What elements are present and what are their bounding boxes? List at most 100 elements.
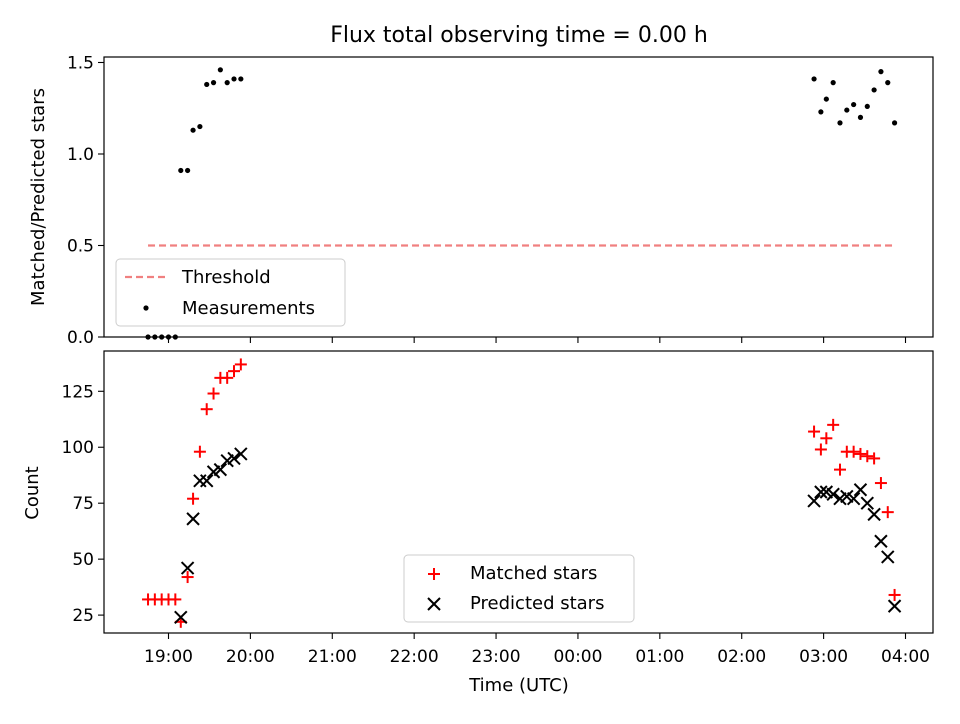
measurement-point <box>238 76 244 82</box>
measurement-point <box>823 96 829 102</box>
predicted-star-point <box>867 507 881 522</box>
measurement-point <box>165 334 172 340</box>
matched-star-point <box>814 443 827 456</box>
x-tick-label: 03:00 <box>799 647 848 667</box>
measurement-point <box>185 167 191 174</box>
predicted-star-point <box>826 487 840 501</box>
measurement-point <box>851 101 857 108</box>
predicted-star-point <box>807 494 821 508</box>
top-y-axis-label: Matched/Predicted stars <box>28 88 49 306</box>
x-tick-label: 00:00 <box>553 647 602 667</box>
matched-star-point <box>881 506 894 519</box>
top-plot-area <box>103 56 934 338</box>
matched-star-point <box>228 365 241 378</box>
top-y-tick-label: 1.0 <box>67 145 94 165</box>
predicted-star-point <box>234 447 248 461</box>
matched-star-point <box>847 445 860 458</box>
matched-star-point <box>888 588 901 601</box>
matched-star-point <box>207 387 220 400</box>
matched-star-point <box>181 571 194 584</box>
predicted-star-point <box>180 561 195 575</box>
bottom-y-tick-label: 100 <box>62 438 94 458</box>
matched-star-point <box>808 425 821 438</box>
predicted-star-point <box>814 485 828 499</box>
measurement-point <box>159 334 165 340</box>
predicted-star-point <box>186 512 200 526</box>
matched-star-point <box>874 477 887 490</box>
measurement-point <box>891 120 898 126</box>
measurement-point <box>830 80 836 86</box>
measurement-point <box>811 76 817 82</box>
bottom-y-tick-label: 125 <box>62 382 94 402</box>
predicted-star-point <box>174 610 188 625</box>
legend-threshold-label: Threshold <box>181 267 271 288</box>
x-tick-label: 01:00 <box>635 647 684 667</box>
x-tick-label: 20:00 <box>226 647 275 667</box>
measurement-point <box>172 334 178 340</box>
bottom-legend: Matched stars Predicted stars <box>403 554 635 623</box>
top-legend-box <box>115 258 346 327</box>
chart-title: Flux total observing time = 0.00 h <box>330 23 708 48</box>
measurement-point <box>878 69 884 75</box>
legend-measurements-swatch <box>143 305 149 311</box>
measurement-point <box>871 87 877 93</box>
x-tick-label: 22:00 <box>390 647 439 667</box>
measurement-point <box>210 80 217 86</box>
bottom-legend-box <box>403 554 635 623</box>
measurement-point <box>837 120 843 126</box>
top-y-tick-label: 0.0 <box>67 328 94 348</box>
x-tick-label: 04:00 <box>881 647 930 667</box>
matched-star-point <box>861 450 874 463</box>
matched-star-point <box>187 492 200 505</box>
legend-predicted-label: Predicted stars <box>470 593 604 614</box>
x-tick-label: 21:00 <box>308 647 357 667</box>
predicted-star-point <box>853 483 868 497</box>
matched-star-point <box>200 403 213 416</box>
bottom-panel: 25 50 75 100 125 19:00 20:00 21:00 22:00 23:00 00… <box>22 350 934 696</box>
measurement-point <box>864 103 870 110</box>
measurement-point <box>818 109 824 115</box>
x-tick-label: 19:00 <box>144 647 193 667</box>
predicted-star-point <box>846 492 861 506</box>
x-tick-label: 23:00 <box>472 647 521 667</box>
legend-matched-label: Matched stars <box>470 563 597 584</box>
matched-star-point <box>833 463 846 476</box>
predicted-star-point <box>227 451 241 466</box>
predicted-star-point <box>213 462 228 477</box>
predicted-star-point <box>860 496 874 510</box>
matched-star-point <box>854 447 867 460</box>
predicted-star-point <box>881 550 895 564</box>
x-tick-label: 02:00 <box>717 647 766 667</box>
top-panel: 0.0 0.5 1.0 1.5 Matched/Predicted stars Thr… <box>28 53 934 348</box>
matched-star-point <box>820 432 833 445</box>
measurement-point <box>217 67 223 73</box>
bottom-plot-area <box>103 350 934 634</box>
predicted-star-point <box>200 474 214 488</box>
measurement-point <box>178 167 184 174</box>
measurement-point <box>224 80 230 86</box>
matched-star-point <box>234 358 247 371</box>
matched-star-point <box>193 445 206 458</box>
measurement-point <box>152 334 158 340</box>
matched-star-point <box>221 371 234 384</box>
bottom-y-tick-label: 75 <box>72 494 94 514</box>
measurement-point <box>231 76 237 82</box>
legend-predicted-swatch <box>427 597 441 611</box>
measurement-point <box>857 114 864 120</box>
measurement-point <box>197 123 203 130</box>
predicted-star-point <box>887 599 902 613</box>
top-y-tick-label: 0.5 <box>67 236 94 256</box>
top-legend: Threshold Measurements <box>115 258 346 327</box>
measurement-point <box>844 107 850 113</box>
bottom-y-tick-label: 25 <box>72 606 94 626</box>
top-y-tick-label: 1.5 <box>67 53 94 73</box>
x-axis-label: Time (UTC) <box>468 675 569 696</box>
measurement-point <box>204 81 210 88</box>
matched-star-point <box>827 418 840 431</box>
legend-matched-swatch <box>428 568 440 580</box>
measurement-point <box>190 127 196 133</box>
measurement-point <box>885 80 891 86</box>
bottom-y-tick-label: 50 <box>72 550 94 570</box>
